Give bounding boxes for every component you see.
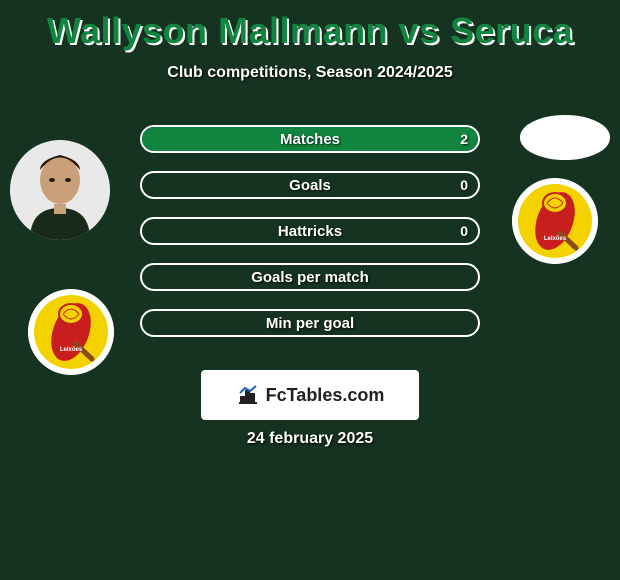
stat-bar-row: Hattricks0 xyxy=(140,217,480,245)
bar-label: Goals xyxy=(142,173,478,197)
stat-bar-row: Matches2 xyxy=(140,125,480,153)
bar-value-right: 0 xyxy=(460,219,468,243)
date: 24 february 2025 xyxy=(0,430,620,448)
player-1-club-badge: Leixões xyxy=(28,289,114,375)
bar-label: Min per goal xyxy=(142,311,478,335)
stat-bar-row: Goals0 xyxy=(140,171,480,199)
watermark-text: FcTables.com xyxy=(266,385,385,406)
stat-bar-row: Goals per match xyxy=(140,263,480,291)
bar-value-right: 0 xyxy=(460,173,468,197)
page-title: Wallyson Mallmann vs Seruca xyxy=(0,0,620,52)
chart-icon xyxy=(236,383,260,407)
subtitle: Club competitions, Season 2024/2025 xyxy=(0,64,620,82)
player-1-photo xyxy=(10,140,110,240)
bar-label: Hattricks xyxy=(142,219,478,243)
bar-label: Goals per match xyxy=(142,265,478,289)
stat-bar-row: Min per goal xyxy=(140,309,480,337)
svg-text:Leixões: Leixões xyxy=(60,347,83,353)
player-2-club-badge: Leixões xyxy=(512,178,598,264)
player-2-photo-placeholder xyxy=(520,115,610,160)
bar-label: Matches xyxy=(142,127,478,151)
stat-bars: Matches2Goals0Hattricks0Goals per matchM… xyxy=(140,125,480,355)
bar-value-right: 2 xyxy=(460,127,468,151)
svg-text:Leixões: Leixões xyxy=(544,236,567,242)
fctables-watermark: FcTables.com xyxy=(201,370,419,420)
